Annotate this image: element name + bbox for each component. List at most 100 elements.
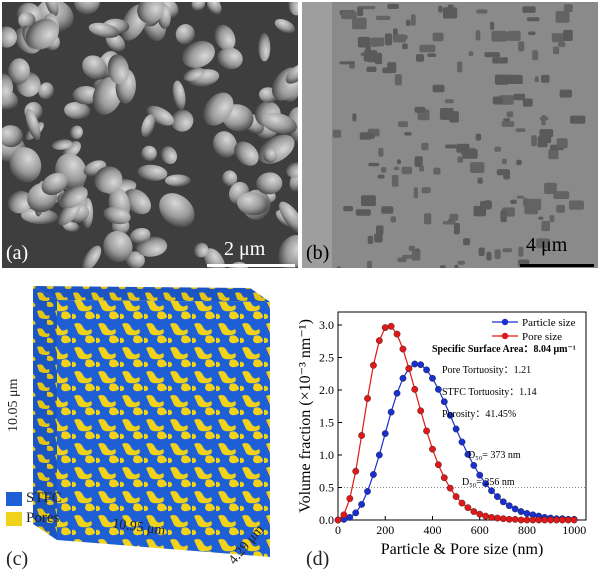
sem-pore xyxy=(536,238,550,249)
scale-label-a: 2 μm xyxy=(224,238,266,260)
sem-grain xyxy=(25,18,59,50)
legend-swatch-stfc xyxy=(6,492,22,506)
series-point-1 xyxy=(541,516,549,524)
sem-pore xyxy=(352,17,367,30)
sem-pore xyxy=(401,166,413,175)
sem-pore xyxy=(357,36,371,48)
series-point-1 xyxy=(381,324,389,331)
sem-pore xyxy=(374,233,383,243)
sem-grain xyxy=(18,12,36,29)
sem-texture-b xyxy=(302,2,598,268)
series-point-1 xyxy=(476,510,484,518)
sem-pore xyxy=(336,266,341,268)
sem-pore xyxy=(439,265,446,268)
series-point-1 xyxy=(417,407,425,415)
sem-pore xyxy=(433,167,441,175)
series-point-0 xyxy=(511,505,519,513)
sem-pore xyxy=(557,42,566,47)
sem-pore xyxy=(526,17,540,22)
sem-grain xyxy=(287,107,298,144)
series-point-1 xyxy=(505,515,513,523)
series-point-0 xyxy=(523,510,531,517)
sem-pore xyxy=(377,174,385,179)
sem-grain xyxy=(263,148,278,163)
sem-pore xyxy=(384,33,393,46)
sem-pore xyxy=(393,166,400,170)
sem-pore xyxy=(501,121,515,127)
sem-pore xyxy=(476,9,488,14)
sem-grain xyxy=(217,47,243,70)
series-point-0 xyxy=(358,500,366,508)
y-tick-label: 1.0 xyxy=(319,448,334,462)
dim-height-label: 10.05 μm xyxy=(6,378,21,432)
sem-grain xyxy=(203,92,234,126)
sem-grain xyxy=(103,230,133,263)
series-point-0 xyxy=(346,513,354,521)
sem-pore xyxy=(447,4,454,15)
reconstruction-cube xyxy=(33,286,270,557)
sem-grain xyxy=(21,208,58,225)
series-point-0 xyxy=(452,425,460,433)
sem-grain xyxy=(2,73,14,102)
sem-grain xyxy=(279,201,298,234)
series-point-0 xyxy=(417,361,425,369)
sem-pore xyxy=(538,216,544,220)
y-tick-label: 2.5 xyxy=(319,351,334,365)
sem-pore xyxy=(392,34,407,43)
sem-grain xyxy=(146,105,174,126)
series-point-1 xyxy=(535,516,543,524)
y-tick-label: 3.0 xyxy=(319,318,334,332)
series-point-0 xyxy=(440,398,448,406)
sem-pore xyxy=(457,156,464,163)
sem-pore xyxy=(419,44,436,53)
sem-grain xyxy=(129,227,151,244)
sem-pore xyxy=(569,200,584,210)
sem-grain xyxy=(170,109,194,132)
sem-pore xyxy=(413,187,418,199)
sem-pore xyxy=(537,136,552,144)
sem-pore xyxy=(454,264,459,268)
legend-label-stfc: STFC xyxy=(26,490,62,506)
sem-pore xyxy=(513,93,526,101)
series-point-1 xyxy=(423,427,430,435)
sem-grain xyxy=(193,242,209,258)
y-tick-label: 0.0 xyxy=(319,513,334,527)
sem-grain xyxy=(44,2,59,17)
sem-grain xyxy=(8,58,30,85)
sem-pore xyxy=(553,46,560,55)
sem-pore xyxy=(492,96,503,105)
sem-pore xyxy=(439,108,454,120)
series-point-1 xyxy=(553,516,560,524)
sem-pore xyxy=(444,99,454,104)
sem-pore xyxy=(370,41,379,47)
sem-pore xyxy=(506,74,522,83)
sem-grain xyxy=(25,108,41,141)
series-point-0 xyxy=(494,493,501,501)
sem-pore xyxy=(405,19,411,26)
sem-pore xyxy=(502,248,513,253)
y-tick-label: 0.5 xyxy=(319,481,334,495)
sem-grain xyxy=(172,80,186,110)
sem-pore xyxy=(463,238,470,246)
sem-grain xyxy=(64,101,91,120)
series-point-1 xyxy=(488,513,495,521)
sem-grain xyxy=(72,85,99,105)
series-point-1 xyxy=(411,385,419,393)
x-axis-label: Particle & Pore size (nm) xyxy=(381,541,544,558)
sem-pore xyxy=(490,21,495,30)
series-point-1 xyxy=(352,467,360,475)
sem-pore xyxy=(506,111,514,118)
sem-pore xyxy=(390,216,397,223)
sem-grain xyxy=(191,2,206,11)
sem-pore xyxy=(402,43,408,50)
sem-pore xyxy=(380,167,387,173)
sem-grain xyxy=(204,248,226,268)
sem-grain xyxy=(141,145,157,162)
sem-pore xyxy=(453,223,460,235)
x-tick-label: 200 xyxy=(376,523,394,537)
sem-pore xyxy=(500,210,507,223)
series-point-1 xyxy=(452,493,460,501)
legend-label-0: Particle size xyxy=(522,317,576,329)
series-point-1 xyxy=(387,322,395,330)
sem-pore xyxy=(510,199,517,204)
